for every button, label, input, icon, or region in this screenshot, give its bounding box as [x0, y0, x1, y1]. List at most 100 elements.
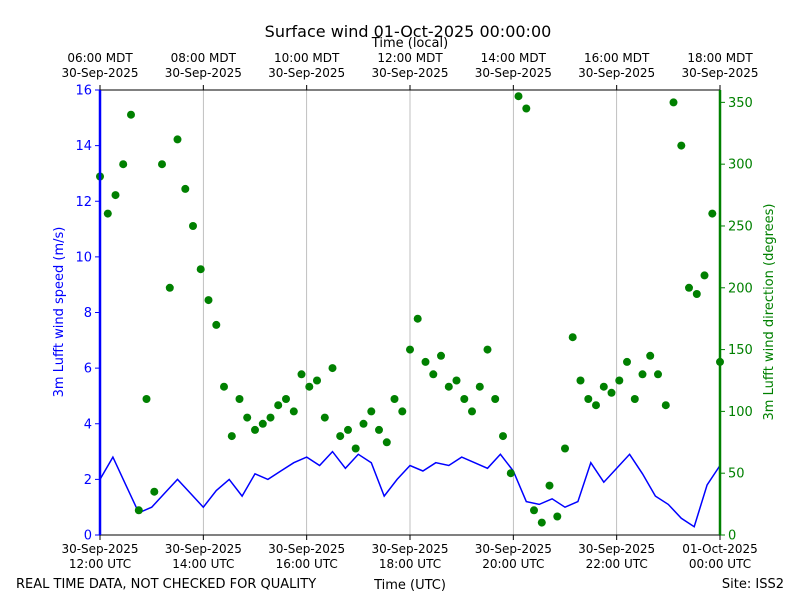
wind-direction-point [119, 160, 128, 169]
wind-direction-point [584, 395, 593, 403]
wind-direction-point [545, 481, 554, 490]
wind-direction-point [530, 506, 538, 515]
wind-direction-point [553, 512, 562, 521]
y2-axis-label: 3m Lufft wind direction (degrees) [762, 204, 777, 421]
wind-direction-point [111, 191, 120, 200]
x-tick-date: 01-Oct-2025 [682, 542, 758, 556]
x2-tick-date: 30-Sep-2025 [681, 66, 758, 80]
wind-direction-point [204, 296, 213, 305]
y2-tick-label: 0 [728, 529, 736, 544]
wind-direction-point [266, 413, 275, 422]
wind-direction-point [103, 209, 112, 218]
x-tick-time: 14:00 UTC [172, 557, 234, 571]
wind-direction-point [243, 413, 252, 422]
wind-direction-point [460, 395, 469, 403]
wind-direction-point [328, 364, 337, 373]
x2-tick-time: 10:00 MDT [274, 51, 340, 65]
wind-direction-point [336, 432, 345, 441]
wind-direction-point [289, 407, 298, 416]
wind-direction-point [313, 376, 321, 385]
wind-direction-point [692, 290, 701, 298]
wind-direction-point [181, 184, 190, 193]
wind-direction-point [173, 135, 182, 144]
wind-direction-point [274, 401, 283, 410]
wind-direction-point [196, 265, 205, 274]
y-tick-label: 6 [84, 362, 92, 377]
wind-direction-point [522, 104, 531, 113]
wind-direction-point [320, 413, 329, 422]
x2-tick-date: 30-Sep-2025 [578, 66, 655, 80]
wind-direction-point [437, 351, 445, 360]
wind-direction-point [344, 425, 352, 434]
quality-note: REAL TIME DATA, NOT CHECKED FOR QUALITY [16, 577, 316, 592]
x-tick-date: 30-Sep-2025 [475, 542, 552, 556]
wind-direction-point [623, 357, 631, 366]
wind-direction-point [615, 376, 624, 385]
y2-tick-label: 50 [728, 467, 745, 482]
wind-direction-point [297, 370, 306, 379]
wind-direction-point [568, 333, 577, 342]
wind-direction-point [483, 345, 492, 354]
wind-direction-point [499, 432, 507, 441]
wind-direction-point [382, 438, 391, 447]
wind-direction-point [685, 283, 693, 292]
x-tick-time: 22:00 UTC [586, 557, 648, 571]
wind-direction-point [491, 395, 500, 403]
site-label: Site: ISS2 [722, 577, 784, 592]
wind-direction-point [227, 432, 236, 441]
wind-direction-point [700, 271, 709, 280]
x2-tick-time: 16:00 MDT [584, 51, 650, 65]
wind-direction-point [421, 357, 430, 366]
wind-direction-point [506, 469, 515, 478]
y-tick-label: 8 [84, 306, 92, 321]
x-tick-date: 30-Sep-2025 [578, 542, 655, 556]
x-axis-label: Time (UTC) [373, 578, 446, 593]
wind-direction-point [235, 395, 244, 403]
wind-direction-point [134, 506, 143, 515]
wind-direction-point [367, 407, 376, 416]
y2-tick-label: 200 [728, 281, 753, 296]
wind-direction-point [661, 401, 670, 410]
x2-tick-date: 30-Sep-2025 [165, 66, 242, 80]
x2-tick-date: 30-Sep-2025 [61, 66, 138, 80]
wind-direction-point [638, 370, 647, 379]
wind-direction-point [150, 487, 159, 496]
wind-direction-series [96, 92, 724, 527]
wind-direction-point [607, 388, 616, 397]
wind-direction-point [429, 370, 438, 379]
x-tick-time: 12:00 UTC [69, 557, 131, 571]
y2-tick-label: 300 [728, 158, 753, 173]
y2-tick-label: 150 [728, 343, 753, 358]
wind-direction-point [220, 382, 228, 391]
wind-direction-point [251, 425, 259, 434]
wind-direction-point [258, 419, 267, 428]
wind-direction-point [708, 209, 717, 218]
y-tick-label: 0 [84, 529, 92, 544]
y-axis-label: 3m Lufft wind speed (m/s) [52, 227, 67, 398]
wind-direction-point [305, 382, 314, 391]
x2-tick-time: 14:00 MDT [481, 51, 547, 65]
wind-direction-point [537, 518, 546, 527]
wind-direction-point [576, 376, 585, 385]
x2-tick-time: 12:00 MDT [377, 51, 443, 65]
wind-direction-point [646, 351, 655, 360]
wind-direction-point [165, 283, 174, 292]
y-tick-label: 2 [84, 473, 92, 488]
wind-direction-point [475, 382, 484, 391]
wind-direction-point [468, 407, 476, 416]
wind-direction-point [359, 419, 368, 428]
wind-direction-point [561, 444, 569, 453]
wind-direction-point [142, 395, 151, 403]
wind-direction-point [654, 370, 662, 379]
wind-direction-point [390, 395, 399, 403]
tick-labels: 0 2 4 6 8 10 12 14 16 0 50 100 150 200 250 300 350 30-Sep… [61, 51, 758, 571]
wind-direction-point [158, 160, 166, 169]
x-tick-time: 00:00 UTC [689, 557, 751, 571]
wind-direction-point [282, 395, 290, 403]
y2-tick-label: 100 [728, 405, 753, 420]
wind-direction-point [127, 110, 135, 119]
wind-direction-point [630, 395, 639, 403]
x2-tick-date: 30-Sep-2025 [371, 66, 448, 80]
y-tick-label: 10 [75, 250, 92, 265]
